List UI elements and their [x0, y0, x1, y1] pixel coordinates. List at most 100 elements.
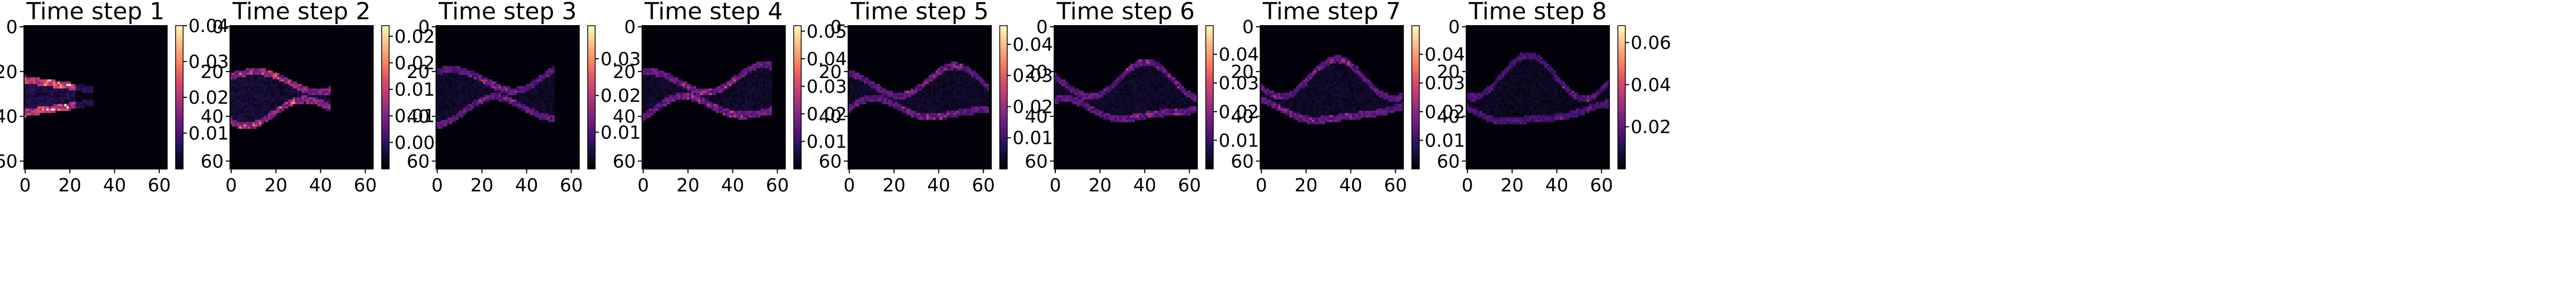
heatmap-cell [1143, 99, 1146, 102]
heatmap-cell [958, 86, 960, 89]
heatmap-cell [942, 97, 945, 100]
heatmap-cell [326, 104, 329, 107]
heatmap-cell [53, 97, 56, 100]
heatmap-cell [1181, 88, 1184, 91]
heatmap-cell [532, 111, 535, 113]
heatmap-cell [1152, 92, 1155, 96]
heatmap-cell [969, 92, 971, 96]
heatmap-cell [84, 86, 87, 89]
heatmap-cell [80, 90, 83, 93]
heatmap-cell [1161, 77, 1164, 80]
heatmap-cell [986, 83, 990, 87]
heatmap-cell [442, 106, 446, 109]
heatmap-cell [1186, 90, 1189, 93]
heatmap-cell [984, 99, 987, 102]
heatmap-cell [469, 79, 472, 82]
heatmap-cell [306, 95, 309, 98]
heatmap-cell [461, 99, 463, 102]
heatmap-cell [693, 95, 696, 98]
heatmap-cell [977, 99, 981, 102]
heatmap-cell [649, 86, 652, 89]
heatmap-cell [39, 102, 42, 104]
heatmap-cell [958, 70, 960, 73]
heatmap-cell [44, 108, 47, 111]
heatmap-cell [951, 99, 954, 102]
heatmap-cell [1175, 79, 1178, 82]
heatmap-cell [442, 97, 446, 100]
heatmap-cell [644, 90, 647, 93]
heatmap-cell [24, 97, 27, 100]
heatmap-cell [982, 83, 985, 87]
heatmap-cell [24, 106, 27, 109]
heatmap-cell [26, 92, 29, 96]
heatmap-cell [82, 95, 85, 98]
heatmap-cell [944, 66, 947, 68]
heatmap-cell [1177, 99, 1180, 102]
heatmap-cell [548, 75, 550, 78]
heatmap-cell [440, 104, 443, 107]
heatmap-cell [257, 92, 259, 96]
heatmap-cell [246, 90, 248, 93]
heatmap-cell [1094, 92, 1097, 96]
heatmap-cell [720, 106, 723, 109]
heatmap-cell [642, 68, 645, 71]
heatmap-cell [512, 97, 515, 100]
heatmap-cell [646, 75, 649, 78]
heatmap-cell [868, 81, 871, 84]
heatmap-cell [445, 95, 448, 98]
heatmap-cell [944, 68, 947, 71]
heatmap-cell [234, 106, 237, 109]
heatmap-cell [272, 88, 275, 91]
heatmap-cell [870, 92, 873, 96]
heatmap-cell [1136, 68, 1140, 71]
colorbar-tick-label: 0.02 [807, 104, 847, 125]
heatmap-cell [1058, 77, 1061, 80]
heatmap-cell [461, 108, 463, 111]
heatmap-cell [283, 79, 286, 82]
heatmap-cell [1132, 77, 1135, 80]
heatmap-cell [28, 79, 31, 82]
heatmap-cell [445, 119, 448, 122]
heatmap-cell [299, 95, 302, 98]
heatmap-cell [671, 81, 674, 84]
heatmap-cell [489, 97, 492, 100]
heatmap-cell [525, 83, 528, 87]
heatmap-cell [1148, 59, 1151, 62]
heatmap-cell [1148, 72, 1151, 75]
x-tick-label: 60 [972, 175, 995, 196]
heatmap-cell [680, 90, 683, 93]
heatmap-cell [740, 97, 743, 100]
heatmap-cell [39, 86, 42, 89]
heatmap-cell [308, 88, 311, 91]
heatmap-cell [243, 117, 246, 120]
heatmap-cell [1132, 95, 1135, 98]
heatmap-cell [458, 79, 461, 82]
heatmap-cell [662, 77, 665, 80]
heatmap-cell [709, 106, 712, 109]
heatmap-cell [1139, 97, 1142, 100]
heatmap-cell [274, 72, 278, 75]
heatmap-cell [454, 102, 456, 104]
heatmap-cell [655, 99, 658, 102]
heatmap-cell [1159, 99, 1162, 102]
heatmap-cell [760, 90, 763, 93]
heatmap-cell [1195, 97, 1198, 100]
heatmap-cell [539, 106, 542, 109]
heatmap-cell [1119, 79, 1121, 82]
heatmap-cell [718, 102, 721, 104]
heatmap-cell [727, 108, 730, 111]
heatmap-cell [306, 86, 309, 89]
heatmap-cell [868, 79, 871, 82]
heatmap-cell [949, 77, 951, 80]
heatmap-cell [669, 72, 671, 75]
heatmap-cell [1065, 90, 1068, 93]
heatmap-cell [57, 88, 60, 91]
heatmap-cell [257, 111, 259, 113]
heatmap-cell [899, 102, 902, 104]
heatmap-cell [736, 92, 739, 96]
heatmap-cell [962, 108, 965, 111]
heatmap-cell [920, 90, 922, 93]
heatmap-cell [718, 111, 721, 113]
heatmap-cell [461, 104, 463, 107]
heatmap-cell [873, 92, 875, 96]
